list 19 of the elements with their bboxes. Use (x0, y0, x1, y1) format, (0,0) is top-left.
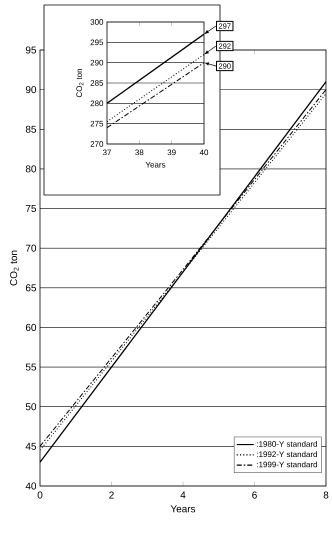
y-tick-label: 90 (26, 86, 36, 94)
x-tick-label: 0 (38, 492, 42, 499)
y-tick-label: 55 (26, 364, 36, 371)
x-axis-title: Years (170, 505, 196, 512)
y-axis-title: CO$_{2}$ ton (10, 250, 19, 286)
y-tick-label: 65 (26, 284, 36, 292)
x-tick-label: 2 (109, 492, 114, 498)
x-tick-label: 6 (252, 492, 257, 499)
y-tick-label: 45 (26, 442, 36, 450)
y-tick-label: 85 (26, 126, 36, 133)
y-tick-label: 75 (26, 205, 36, 212)
y-tick-label: 60 (26, 324, 36, 331)
y-tick-label: 70 (26, 244, 36, 252)
x-tick-label: 8 (324, 492, 328, 499)
x-tick-label: 4 (180, 492, 186, 498)
y-tick-label: 40 (26, 482, 36, 490)
y-tick-label: 95 (26, 46, 36, 54)
y-tick-label: 80 (26, 165, 36, 172)
y-tick-label: 50 (26, 403, 36, 410)
